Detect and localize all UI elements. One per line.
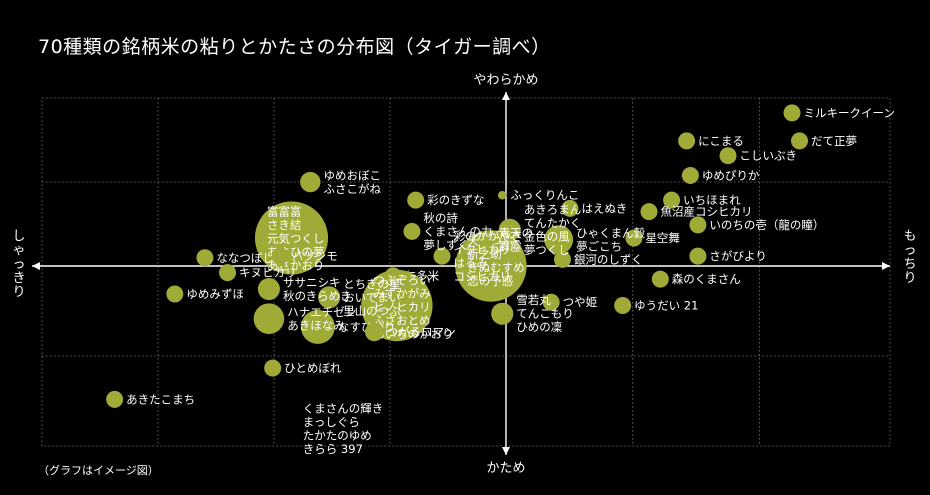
- data-label: 魚沼産コシヒカリ: [661, 205, 753, 219]
- data-point: [542, 293, 560, 311]
- data-point: [106, 390, 124, 408]
- data-label: くまさんの輝きまっしぐらたかたのゆめきらら 397: [303, 402, 384, 457]
- y-axis-arrow-bottom: [502, 447, 510, 455]
- data-label: ササニシキ秋のきらめき: [283, 275, 352, 303]
- grid-frame: [41, 97, 891, 447]
- data-label: つがるロマン: [387, 325, 456, 339]
- data-point: [455, 230, 527, 302]
- data-label: とちぎの星おいでまい里山のつぶ: [343, 277, 401, 318]
- data-point: [689, 247, 707, 265]
- axis-label-bottom: かため: [486, 461, 525, 476]
- data-label: 森のくまさん: [672, 272, 741, 286]
- data-point: [219, 264, 237, 282]
- data-label: ふっくりんこ: [510, 188, 579, 202]
- data-label: 彩のかがやきイクヒカリはるみコシヒカリ: [454, 229, 523, 283]
- data-point: [478, 231, 496, 249]
- data-label: 天のつぶ新之助きぬむすめ恋の予感: [467, 233, 525, 287]
- data-label: 銀河のしずく: [574, 252, 643, 266]
- data-label: 星空舞: [645, 231, 680, 245]
- data-point: [318, 286, 341, 309]
- data-point: [625, 229, 643, 247]
- data-label: ひゃくまん穀夢ごこち: [576, 226, 645, 254]
- axis-label-right: もっちり: [903, 229, 916, 286]
- data-label: ゆめぴりか: [702, 168, 760, 182]
- data-point: [651, 270, 669, 288]
- data-point: [719, 147, 737, 165]
- data-point: [678, 132, 696, 150]
- data-point: [681, 166, 699, 184]
- data-label: さがびより: [709, 249, 766, 263]
- data-point: [783, 104, 801, 122]
- axis-label-top: やわらかめ: [473, 73, 538, 88]
- data-label: いのちの壱（龍の瞳）: [709, 218, 824, 232]
- data-label: ゆうだい 21: [634, 299, 698, 313]
- data-point: [544, 225, 574, 255]
- data-point: [791, 132, 809, 150]
- data-point: [196, 249, 214, 267]
- data-point: [407, 191, 425, 209]
- data-label: いちほまれ: [683, 193, 741, 207]
- data-point: [497, 190, 507, 200]
- data-label: ハツシモ: [292, 249, 338, 263]
- data-point: [253, 303, 285, 334]
- data-label: はえぬき: [581, 201, 627, 215]
- data-point: [364, 322, 384, 342]
- data-label: ゆめおぼこふさこがね: [324, 168, 382, 196]
- data-point: [257, 277, 280, 301]
- data-point: [300, 309, 335, 344]
- chart-note: （グラフはイメージ図）: [38, 464, 159, 477]
- data-label: ミルキークイーン: [804, 106, 895, 120]
- data-label: つや姫: [563, 295, 598, 309]
- data-point: [300, 171, 321, 193]
- data-label: 彩のきずな: [427, 193, 484, 207]
- data-point: [491, 302, 514, 325]
- data-point: [264, 359, 282, 377]
- y-axis-arrow-top: [502, 92, 510, 100]
- data-point: [663, 191, 681, 209]
- data-point: [403, 222, 421, 240]
- data-label: にこまる: [698, 134, 744, 148]
- data-label: ゆめみずほ: [186, 287, 244, 301]
- data-label: ななつぼし: [216, 251, 274, 265]
- data-label: ひとめぼれ: [284, 361, 342, 375]
- data-point: [361, 269, 433, 342]
- data-label: 秋の詩くまさんの力夢しずく: [423, 211, 492, 252]
- data-label: あきろまんてんたかく金色の風夢つくし: [524, 203, 582, 258]
- data-point: [689, 216, 707, 234]
- data-point: [640, 203, 658, 221]
- chart-title: 70種類の銘柄米の粘りとかたさの分布図（タイガー調べ）: [38, 36, 551, 58]
- data-label: こしいぶき: [740, 149, 798, 163]
- x-axis-arrow-left: [32, 262, 40, 270]
- data-label: だて正夢: [811, 134, 857, 148]
- data-label: ハナエチゼンあきほなみ: [287, 305, 356, 333]
- x-axis-arrow-right: [882, 262, 890, 270]
- data-point: [553, 250, 571, 268]
- axis-label-left: しゃっきり: [12, 229, 25, 300]
- data-label: キヌヒカリ: [239, 266, 297, 280]
- data-label: つぶぞろいみずかがみヒノヒカリふさおとめあいちのかおり: [373, 273, 454, 341]
- data-point: [271, 247, 289, 265]
- data-point: [614, 297, 632, 315]
- data-label: 雪若丸てんこもりひめの凜: [516, 293, 574, 334]
- data-point: [433, 247, 451, 265]
- data-label: あきたこまち: [126, 392, 195, 406]
- data-point: [166, 285, 184, 303]
- data-label: 青天の霹靂: [499, 226, 533, 254]
- data-point: [561, 199, 579, 217]
